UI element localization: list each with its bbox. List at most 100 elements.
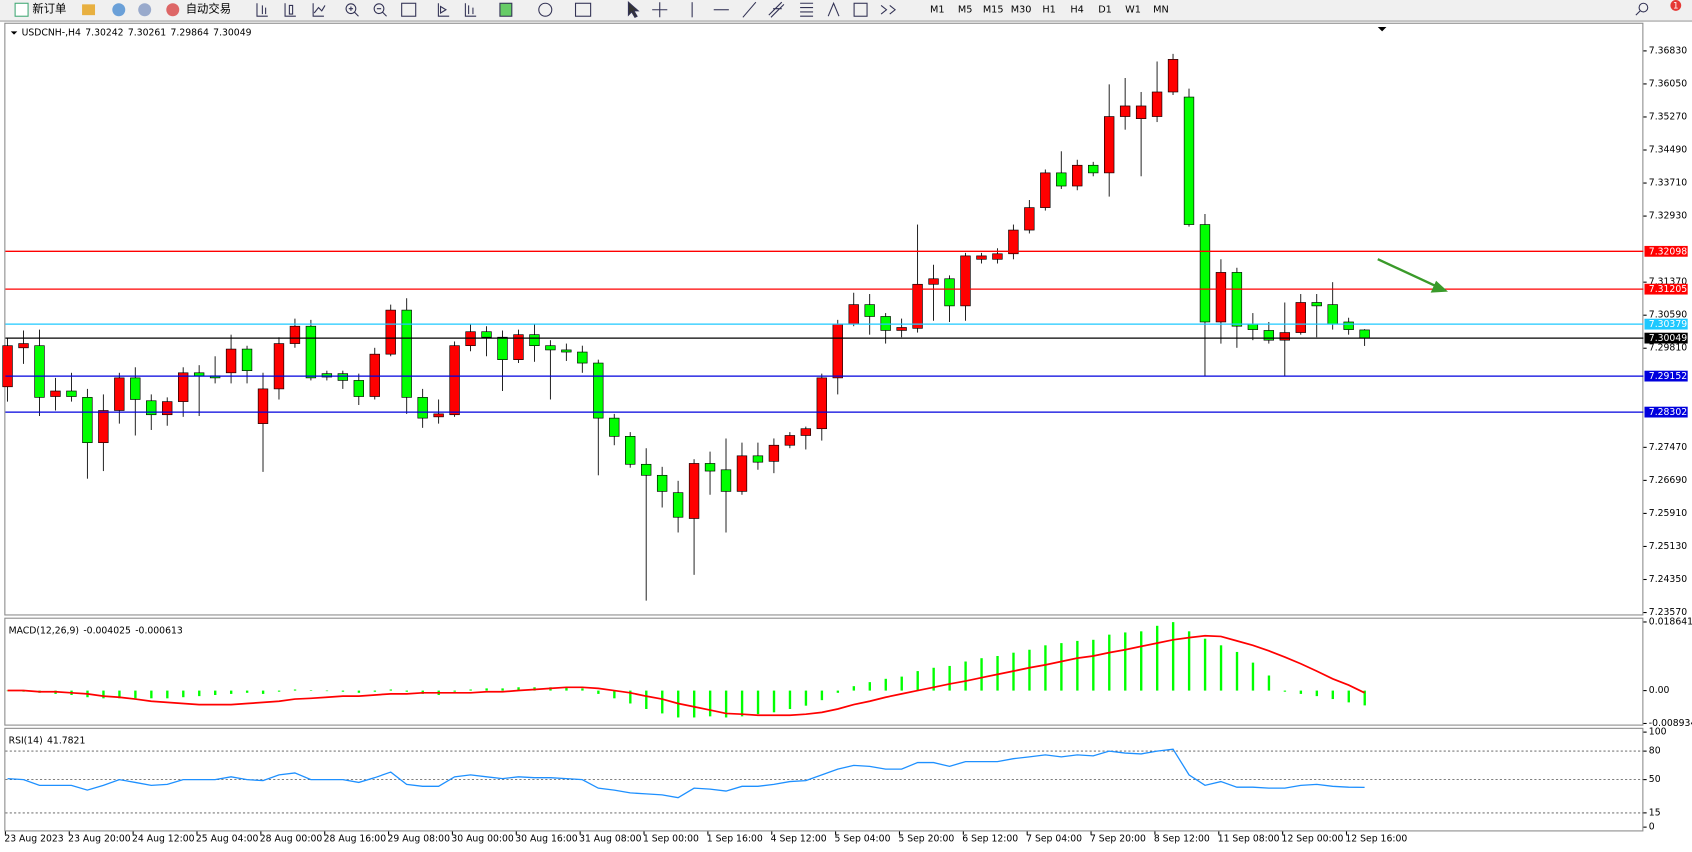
annotation-arrow[interactable] (1377, 258, 1448, 293)
macd-bar (1331, 690, 1334, 700)
y-tick-label: 7.33710 (1649, 178, 1687, 189)
timeframe-button[interactable]: M5 (958, 5, 973, 16)
tool-icon[interactable] (138, 3, 152, 17)
candle-body (273, 343, 285, 390)
tool-icon[interactable] (499, 2, 513, 17)
macd-bar (1299, 690, 1303, 694)
candle-body (321, 373, 333, 378)
cursor-tool[interactable] (627, 0, 640, 19)
price-level-box (1644, 318, 1688, 330)
zoom-in[interactable] (345, 3, 357, 15)
arrow-shaft[interactable] (1377, 258, 1437, 288)
candle-body (976, 255, 987, 260)
candle-body (561, 349, 572, 353)
candle-body (800, 428, 812, 436)
new-order-icon[interactable] (14, 2, 29, 17)
notification-badge[interactable] (1670, 0, 1682, 11)
timeframe-button[interactable]: MN (1153, 5, 1169, 16)
header-value: -0.004025 (83, 625, 131, 636)
candle-body (18, 343, 29, 349)
tool-icon[interactable] (401, 2, 417, 17)
candle-body (449, 345, 460, 416)
x-tick-label: 23 Aug 20:00 (68, 834, 131, 845)
macd-bar (629, 690, 632, 704)
tool-icon[interactable] (538, 2, 553, 17)
tool-icon[interactable] (464, 3, 477, 17)
macd-bar (405, 690, 408, 692)
macd-pane-frame (4, 617, 1644, 726)
new-order-button[interactable]: 新订单 (32, 2, 66, 16)
trendline-tool[interactable] (742, 1, 757, 18)
fibo-tool[interactable] (800, 2, 814, 17)
y-tick-label: 0.00 (1649, 685, 1670, 696)
x-tick-label: 23 Aug 2023 (4, 834, 63, 845)
search-icon[interactable] (1635, 10, 1641, 16)
tool-icon[interactable] (574, 2, 592, 17)
candle-body (864, 304, 875, 317)
tool-icon[interactable] (82, 4, 96, 16)
timeframe-button[interactable]: W1 (1125, 5, 1141, 16)
search-icon[interactable] (1638, 2, 1649, 13)
candle-body (1295, 302, 1306, 333)
toolbar: 新订单 自动交易 (0, 0, 1692, 22)
macd-bar (724, 690, 728, 718)
y-tick-label: 7.36830 (1649, 45, 1687, 56)
candle-body (417, 397, 428, 419)
candle-body (289, 325, 301, 344)
candle-body (497, 336, 508, 360)
candle-body (1135, 105, 1147, 119)
label-tool[interactable] (853, 2, 868, 17)
candle-body (752, 455, 764, 463)
notification-count[interactable]: 1 (1673, 1, 1678, 11)
auto-trading-button[interactable]: 自动交易 (186, 2, 231, 16)
x-tick-label: 7 Sep 20:00 (1090, 834, 1146, 845)
crosshair-tool[interactable] (652, 2, 668, 18)
pane-title: USDCNH-,H4 (22, 27, 81, 38)
x-tick-label: 1 Sep 16:00 (707, 834, 763, 845)
candle-body (896, 327, 907, 331)
price-level-label: 7.30379 (1649, 319, 1687, 330)
timeframe-button[interactable]: M30 (1011, 5, 1032, 16)
channel-tool[interactable] (768, 1, 785, 18)
macd-bar (1187, 631, 1191, 691)
arrow-head[interactable] (1430, 280, 1448, 293)
candle-body (353, 380, 364, 397)
macd-bar (293, 689, 297, 691)
macd-bar (517, 687, 520, 691)
shapes-tool[interactable] (880, 5, 896, 15)
macd-bar (150, 690, 153, 699)
timeframe-button[interactable]: H1 (1042, 5, 1055, 16)
tool-icon[interactable] (312, 3, 326, 17)
tool-icon[interactable] (256, 3, 268, 17)
text-tool[interactable] (827, 1, 840, 17)
tool-icon[interactable] (348, 6, 359, 17)
x-tick-label: 5 Sep 04:00 (835, 834, 891, 845)
price-level-label: 7.29152 (1649, 371, 1687, 382)
chart-shift-marker[interactable] (1377, 27, 1387, 32)
candle-body (1008, 229, 1019, 255)
tool-icon[interactable] (112, 3, 126, 17)
macd-bar (692, 690, 696, 718)
candle-body (545, 345, 556, 351)
plot-area: 7.36830 7.36050 7.35270 7.34490 7.33710 7.329… (2, 27, 1692, 845)
tool-icon[interactable] (437, 3, 450, 17)
candle-body (1119, 105, 1131, 117)
tool-icon[interactable] (284, 3, 296, 17)
candle-body (688, 463, 700, 519)
y-tick-label: 7.25130 (1649, 541, 1687, 552)
main-pane-frame (4, 22, 1644, 616)
candle-body (241, 348, 253, 372)
timeframe-button[interactable]: M15 (983, 5, 1004, 16)
timeframe-button[interactable]: H4 (1070, 5, 1083, 16)
zoom-out[interactable] (373, 3, 385, 15)
auto-trading-icon[interactable] (166, 3, 180, 17)
tool-icon[interactable] (376, 8, 387, 17)
macd-bar (102, 690, 105, 699)
timeframe-button[interactable]: D1 (1098, 5, 1112, 16)
timeframe-button[interactable]: M1 (930, 5, 945, 16)
chart-tools[interactable] (256, 0, 1649, 19)
macd-bar (645, 690, 648, 709)
symbol-menu[interactable] (10, 31, 18, 35)
y-tick-label: 7.35270 (1649, 111, 1687, 122)
